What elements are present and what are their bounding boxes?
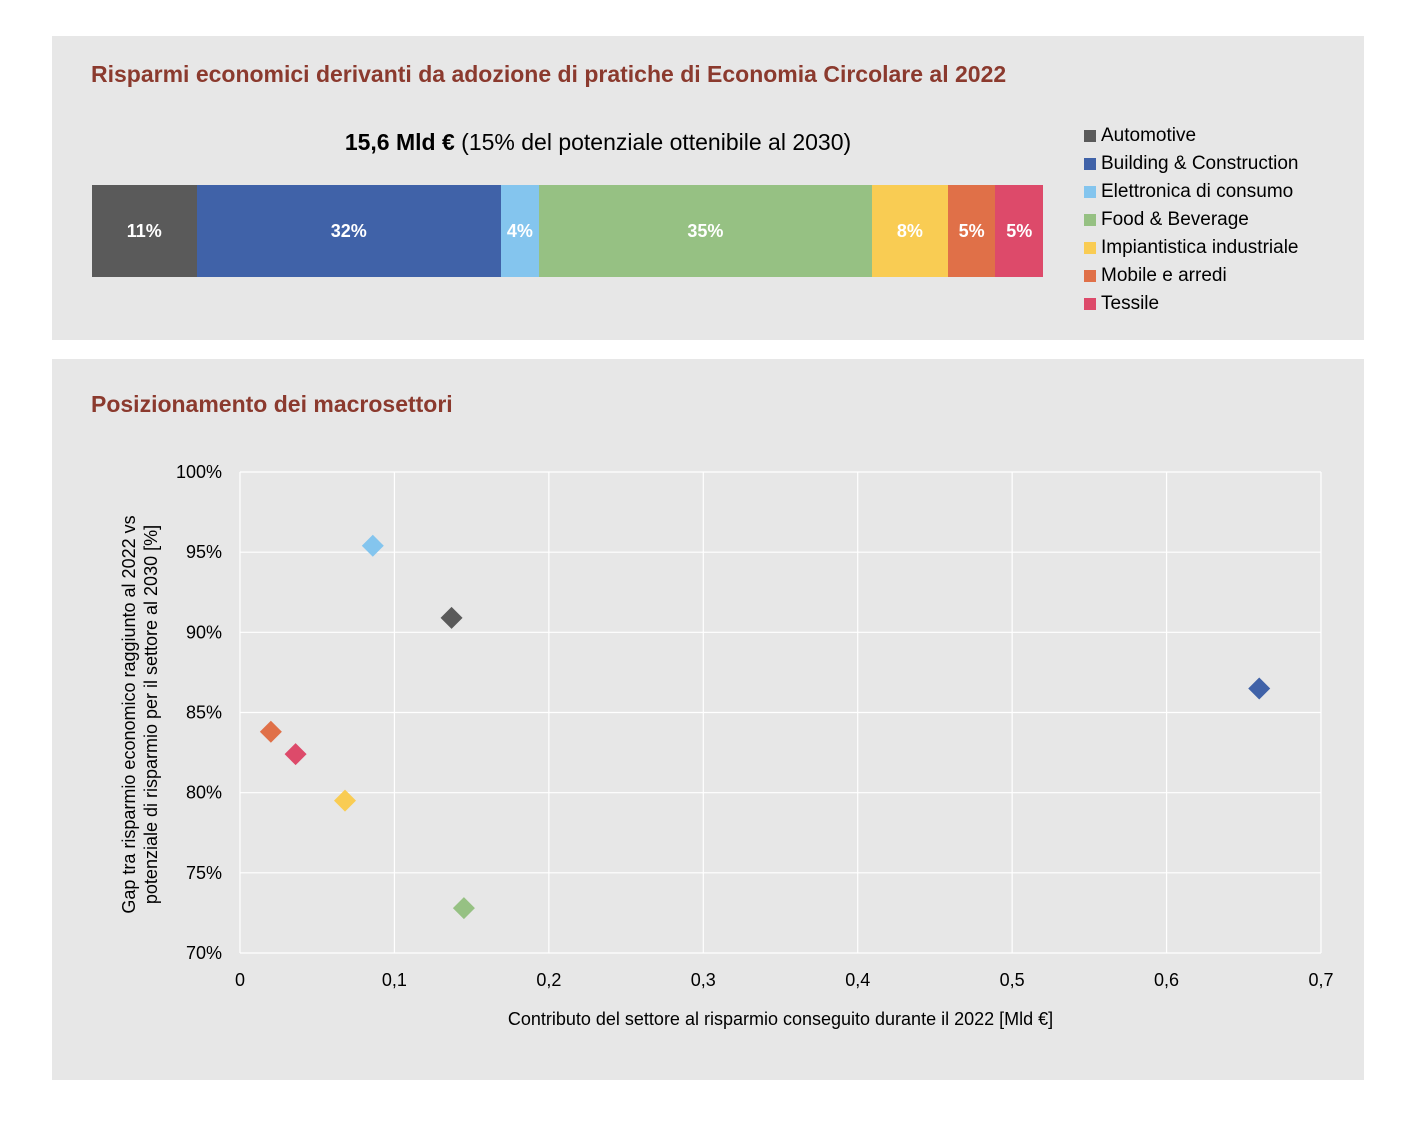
scatter-point-mobile-e-arredi [259,720,282,743]
scatter-point-building-construction [1248,677,1271,700]
x-tick-label: 0 [235,970,245,990]
bar-segment-label: 32% [330,220,367,241]
legend-item-impiantistica-industriale: Impiantistica industriale [1084,234,1299,262]
legend-swatch [1084,298,1096,310]
x-tick-label: 0,6 [1154,970,1179,990]
bar-segment-building-construction: 32% [196,185,501,277]
bar-segment-mobile-e-arredi: 5% [947,185,996,277]
legend-label: Mobile e arredi [1101,265,1227,286]
savings-title: Risparmi economici derivanti da adozione… [91,61,1007,87]
y-axis-title-line: potenziale di risparmio per il settore a… [141,525,161,904]
savings-total: 15,6 Mld € (15% del potenziale ottenibil… [52,129,1144,156]
scatter-point-automotive [440,606,463,629]
x-tick-label: 0,7 [1308,970,1333,990]
scatter-point-tessile [284,743,307,766]
bar-segment-label: 11% [126,220,162,241]
scatter-point-impiantistica-industriale [334,789,357,812]
legend-item-automotive: Automotive [1084,122,1299,150]
legend-item-building-construction: Building & Construction [1084,150,1299,178]
y-tick-label: 70% [186,943,222,963]
x-axis-title: Contributo del settore al risparmio cons… [508,1009,1053,1029]
savings-panel: Risparmi economici derivanti da adozione… [52,36,1364,340]
y-tick-label: 75% [186,863,222,883]
bar-segment-label: 4% [506,220,533,241]
legend-label: Building & Construction [1101,153,1299,174]
legend-swatch [1084,214,1096,226]
positioning-panel: Posizionamento dei macrosettori 70% 75% 80… [52,359,1364,1080]
legend-item-food-beverage: Food & Beverage [1084,206,1299,234]
y-tick-label: 90% [186,622,222,642]
y-tick-label: 80% [186,783,222,803]
x-tick-label: 0,3 [691,970,716,990]
scatter-point-elettronica-di-consumo [361,534,384,557]
x-tick-label: 0,4 [845,970,870,990]
legend-item-mobile-e-arredi: Mobile e arredi [1084,262,1299,290]
bar-segment-elettronica-di-consumo: 4% [500,185,539,277]
bar-segment-tessile: 5% [995,185,1043,277]
stacked-bar: 11% 32% 4% 35% 8% 5% 5% [92,185,1043,277]
bar-segment-impiantistica-industriale: 8% [871,185,948,277]
savings-total-value: 15,6 Mld € [344,129,455,155]
positioning-title: Posizionamento dei macrosettori [91,391,453,417]
bar-segment-label: 5% [958,220,985,241]
legend-swatch [1084,242,1096,254]
legend-label: Automotive [1101,125,1197,146]
bar-segment-automotive: 11% [92,185,197,277]
legend-swatch [1084,158,1096,170]
legend-label: Elettronica di consumo [1101,181,1294,202]
legend-swatch [1084,270,1096,282]
y-tick-label: 85% [186,703,222,723]
bar-segment-label: 35% [687,220,724,241]
y-axis-title-line: Gap tra risparmio economico raggiunto al… [119,515,139,913]
x-tick-label: 0,1 [382,970,407,990]
legend-label: Impiantistica industriale [1101,237,1299,258]
legend-swatch [1084,186,1096,198]
bar-segment-label: 5% [1006,220,1033,241]
y-tick-label: 100% [176,462,222,482]
x-tick-label: 0,2 [536,970,561,990]
legend-item-tessile: Tessile [1084,290,1299,318]
legend-item-elettronica-di-consumo: Elettronica di consumo [1084,178,1299,206]
legend-swatch [1084,130,1096,142]
scatter-chart: 70% 75% 80% 85% 90% 95% 100% 0 0,1 0,2 0,3 0,4 0,5 0,… [119,462,1334,1029]
x-tick-label: 0,5 [1000,970,1025,990]
bar-segment-label: 8% [896,220,923,241]
legend-label: Tessile [1101,293,1160,314]
y-tick-label: 95% [186,542,222,562]
scatter-point-food-beverage [452,897,475,920]
legend: Automotive Building & Construction Elettro… [1084,122,1299,318]
legend-label: Food & Beverage [1101,209,1249,230]
savings-total-note: (15% del potenziale ottenibile al 2030) [454,129,852,155]
bar-segment-food-beverage: 35% [538,185,872,277]
